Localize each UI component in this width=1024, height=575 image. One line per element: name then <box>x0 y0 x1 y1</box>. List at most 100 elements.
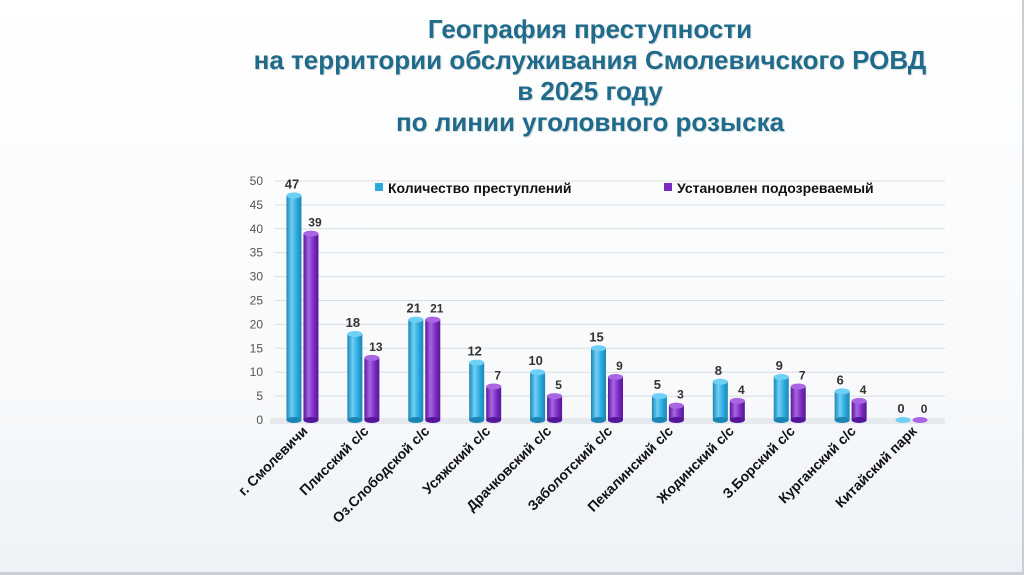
bar-top <box>486 383 502 390</box>
bar-base <box>303 417 319 423</box>
legend-swatch-series-1 <box>375 183 383 191</box>
data-label: 39 <box>308 216 322 230</box>
bar-base <box>530 417 546 423</box>
bar-base <box>651 417 667 423</box>
data-label: 12 <box>467 344 481 359</box>
y-tick-label: 50 <box>250 174 264 188</box>
bar-top <box>303 230 319 237</box>
data-label: 7 <box>494 369 501 383</box>
data-label: 0 <box>897 401 904 416</box>
bar-top <box>651 393 667 400</box>
bar-base <box>486 417 502 423</box>
bar-crimes <box>408 319 424 420</box>
bar-suspects <box>608 376 623 420</box>
bar-top <box>530 369 546 376</box>
y-tick-label: 25 <box>250 294 264 308</box>
data-label: 6 <box>837 372 844 387</box>
bar-top <box>895 417 911 423</box>
data-label: 4 <box>860 383 867 397</box>
bar-crimes <box>591 348 606 420</box>
bar-base <box>591 417 606 423</box>
data-label: 3 <box>677 388 684 402</box>
y-tick-label: 35 <box>250 246 264 260</box>
title-line-3: в 2025 году <box>517 76 663 106</box>
bar-top <box>286 192 302 199</box>
bar-base <box>469 417 485 423</box>
bar-base <box>668 417 684 423</box>
legend: Количество преступлений Установлен подоз… <box>375 180 874 196</box>
bar-base <box>364 417 380 423</box>
bar-top <box>790 383 806 390</box>
bar-suspects <box>851 400 867 420</box>
bar-base <box>790 417 806 423</box>
bar-suspects <box>547 396 563 420</box>
data-labels: 47 39 18 13 21 21 12 7 10 5 15 9 5 3 8 4 9 7 6 4 0 0 <box>285 176 928 416</box>
data-label: 9 <box>776 358 783 373</box>
data-label: 15 <box>589 329 603 344</box>
bar-top <box>408 316 424 323</box>
bar-base <box>286 417 302 423</box>
bar-suspects <box>303 233 319 420</box>
bar-suspects <box>668 405 684 420</box>
bar-top <box>347 330 363 337</box>
data-label: 5 <box>654 377 661 392</box>
bar-top <box>712 378 728 385</box>
bar-suspects <box>790 386 806 420</box>
legend-swatch-series-2 <box>664 183 672 191</box>
bar-suspects <box>364 357 380 420</box>
legend-label-series-1: Количество преступлений <box>388 180 572 196</box>
data-label: 10 <box>528 353 542 368</box>
data-label: 0 <box>921 402 928 416</box>
bar-base <box>729 417 745 423</box>
title-line-4: по линии уголовного розыска <box>395 107 785 137</box>
bar-base <box>712 417 728 423</box>
chart-floor <box>270 418 945 424</box>
y-tick-label: 10 <box>250 365 264 379</box>
y-tick-label: 5 <box>256 389 263 403</box>
bars <box>286 192 928 423</box>
bar-crimes <box>651 396 667 420</box>
bar-base <box>834 417 850 423</box>
y-tick-label: 20 <box>250 317 264 331</box>
bar-top <box>668 402 684 409</box>
data-label: 18 <box>346 315 360 330</box>
data-label: 8 <box>715 363 722 378</box>
bar-top <box>591 345 606 352</box>
bar-crimes <box>469 362 485 420</box>
bar-base <box>851 417 867 423</box>
bar-top <box>608 373 623 380</box>
bar-top <box>834 388 850 395</box>
bar-crimes <box>286 195 302 420</box>
data-label: 47 <box>285 176 299 191</box>
bar-crimes <box>773 376 789 420</box>
data-label: 21 <box>407 301 421 316</box>
y-axis: 0 5 10 15 20 25 30 35 40 45 50 <box>250 174 264 427</box>
y-tick-label: 15 <box>250 341 264 355</box>
chart-title: География преступности на территории обс… <box>160 14 1020 138</box>
bar-top <box>912 417 928 423</box>
bar-suspects <box>486 386 502 420</box>
bar-top <box>469 359 485 366</box>
bar-base <box>347 417 363 423</box>
bar-base <box>773 417 789 423</box>
data-label: 4 <box>738 383 745 397</box>
bar-top <box>547 393 563 400</box>
bar-crimes <box>834 391 850 420</box>
bar-suspects <box>729 400 745 420</box>
bar-top <box>364 354 380 361</box>
y-tick-label: 45 <box>250 198 264 212</box>
data-label: 13 <box>369 340 383 354</box>
bar-crimes <box>530 372 546 420</box>
bar-crimes <box>712 381 728 420</box>
y-tick-label: 40 <box>250 222 264 236</box>
data-label: 5 <box>555 378 562 392</box>
bar-base <box>608 417 623 423</box>
y-tick-label: 30 <box>250 270 264 284</box>
legend-label-series-2: Установлен подозреваемый <box>677 180 874 196</box>
bar-top <box>851 397 867 404</box>
bar-suspects <box>425 319 441 420</box>
bar-top <box>729 397 745 404</box>
